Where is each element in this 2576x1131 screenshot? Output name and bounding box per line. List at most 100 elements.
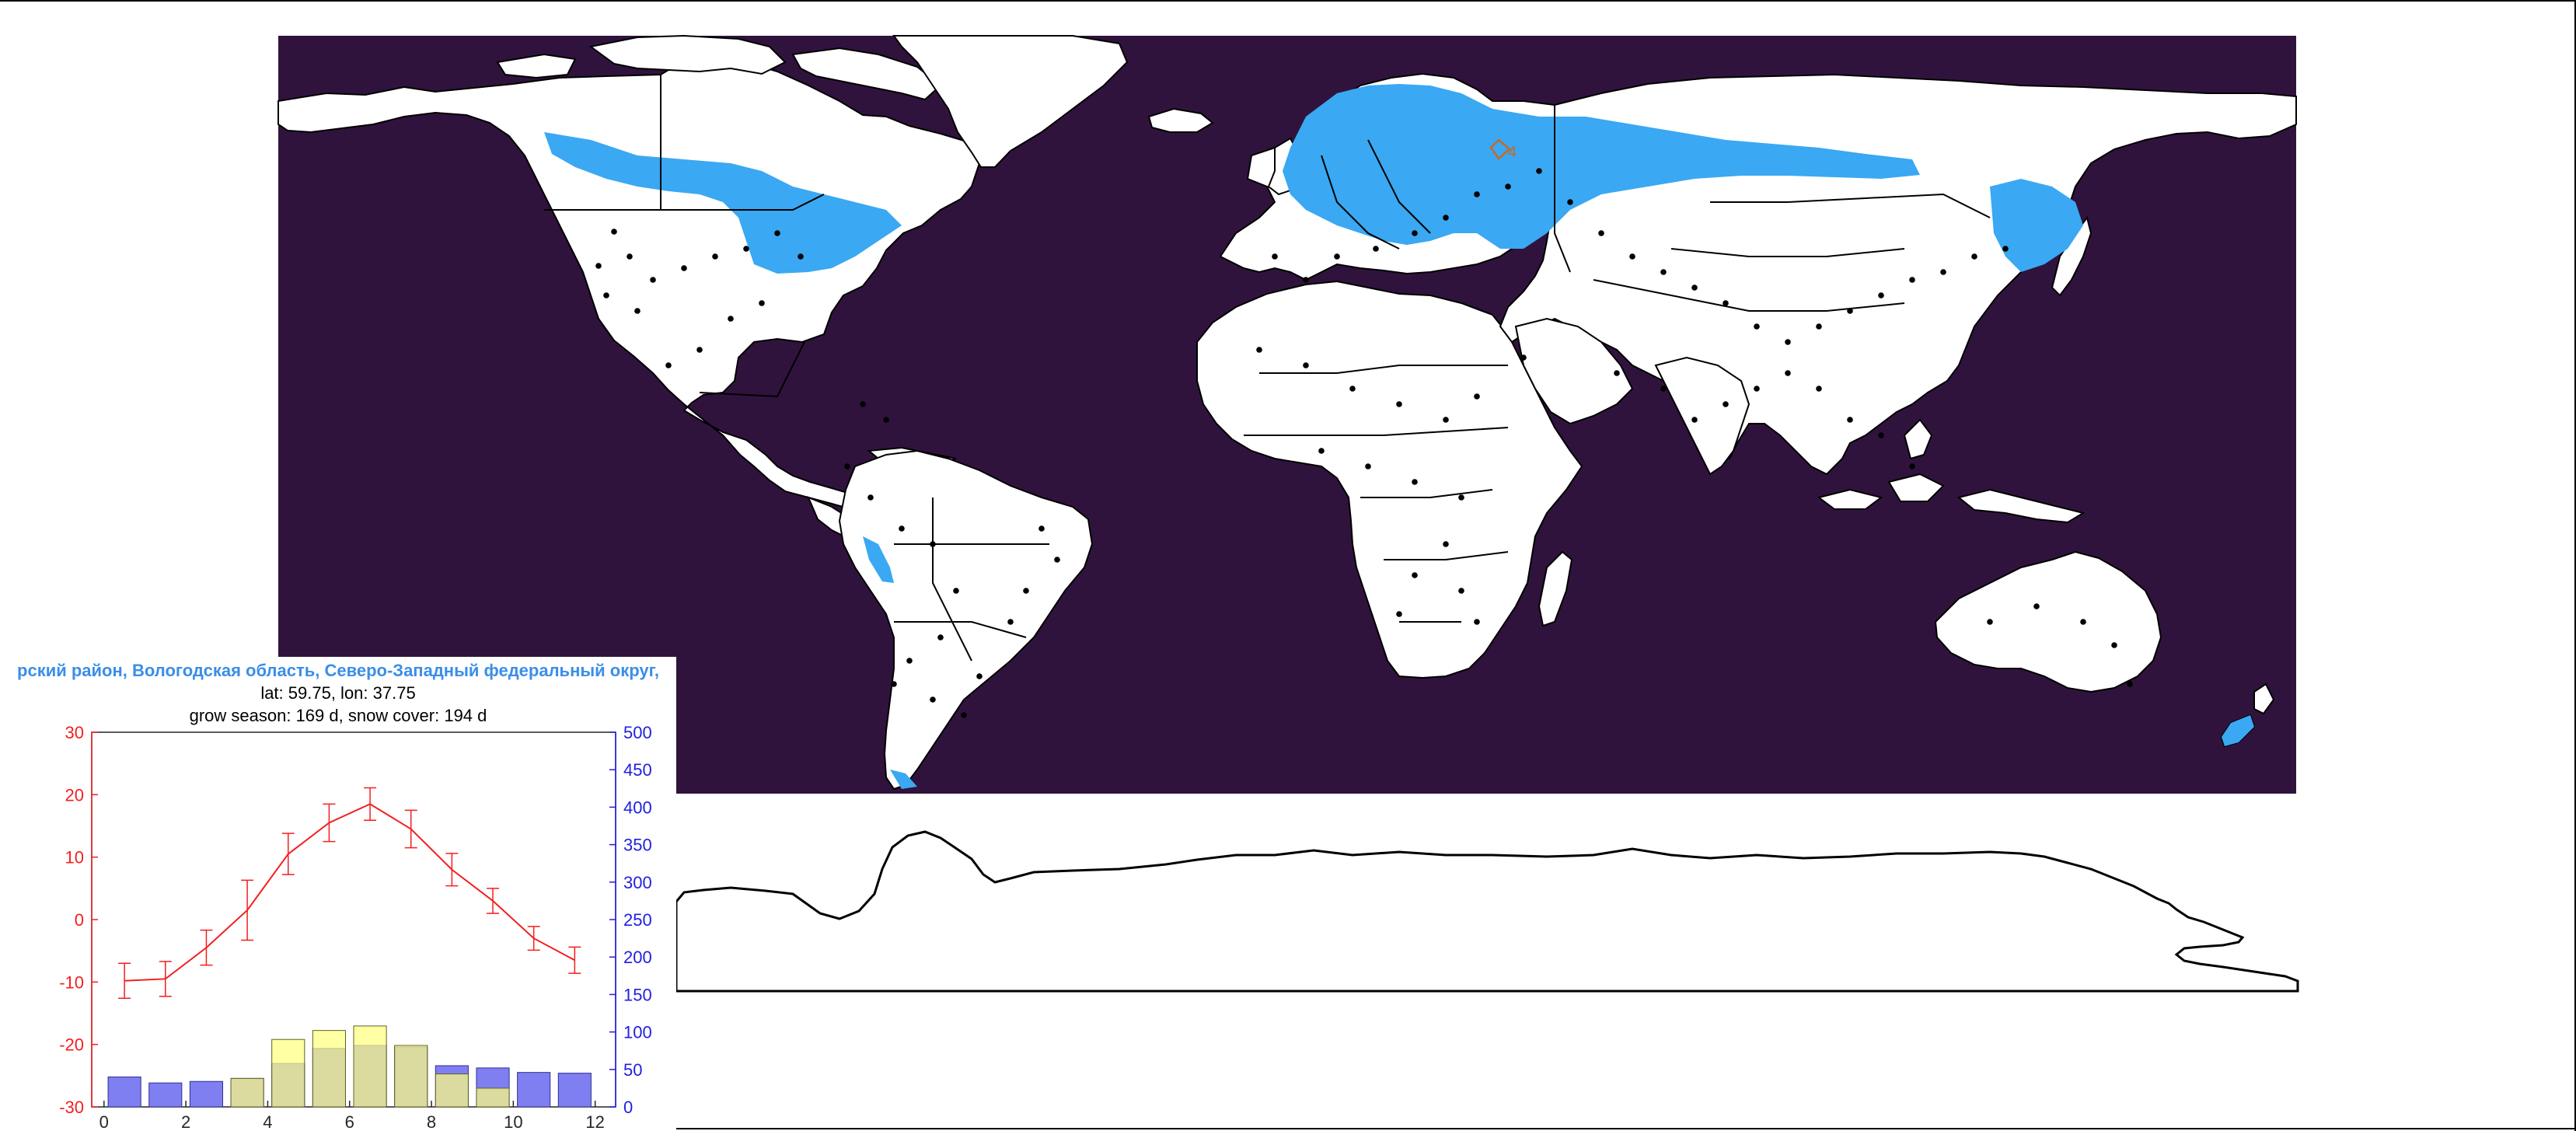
station-dot bbox=[1474, 191, 1480, 197]
station-dot bbox=[1396, 611, 1402, 617]
station-dot bbox=[611, 229, 617, 235]
station-dot bbox=[1373, 246, 1379, 252]
station-dot bbox=[1971, 253, 1977, 260]
station-dot bbox=[1598, 230, 1604, 236]
station-dot bbox=[1474, 393, 1480, 400]
station-dot bbox=[1443, 541, 1449, 547]
station-dot bbox=[774, 230, 780, 236]
month-tick-label: 8 bbox=[427, 1112, 436, 1131]
temperature-tick-label: 0 bbox=[75, 910, 84, 930]
station-dot bbox=[1505, 183, 1511, 190]
station-dot bbox=[867, 494, 874, 501]
station-dot bbox=[2033, 603, 2040, 609]
station-dot bbox=[1443, 215, 1449, 221]
precip-tick-label: 100 bbox=[623, 1023, 652, 1042]
station-dot bbox=[961, 712, 967, 718]
precip-tick-label: 250 bbox=[623, 910, 652, 930]
highlight-eurasia bbox=[1283, 84, 1920, 249]
station-dot bbox=[1629, 253, 1635, 260]
station-dot bbox=[2080, 619, 2086, 625]
station-dot bbox=[1723, 401, 1729, 407]
station-dot bbox=[1847, 308, 1853, 314]
station-dot bbox=[1691, 284, 1698, 291]
station-dot bbox=[860, 401, 866, 407]
precip-bar bbox=[189, 1080, 223, 1108]
temperature-error-bar bbox=[527, 926, 540, 951]
precip-tick-label: 300 bbox=[623, 873, 652, 892]
station-dot bbox=[1412, 230, 1418, 236]
station-dot bbox=[696, 347, 703, 353]
temperature-tick-label: -20 bbox=[59, 1035, 84, 1055]
temperature-tick-label: 20 bbox=[65, 785, 84, 805]
arctic-islands-land bbox=[496, 34, 942, 101]
temperature-tick-label: 10 bbox=[65, 848, 84, 867]
precip-tick-label: 450 bbox=[623, 760, 652, 780]
station-dot bbox=[1272, 253, 1278, 260]
station-markers bbox=[595, 168, 2133, 718]
station-dot bbox=[1318, 448, 1325, 454]
temperature-tick-label: -30 bbox=[59, 1098, 84, 1117]
month-tick-label: 6 bbox=[345, 1112, 354, 1131]
selected-location-marker[interactable]: 4 bbox=[1489, 138, 1517, 161]
station-dot bbox=[953, 588, 959, 594]
station-dot bbox=[650, 277, 656, 283]
precipitation-bars bbox=[107, 1025, 592, 1108]
station-dot bbox=[1754, 386, 1760, 392]
station-dot bbox=[930, 541, 936, 547]
precip-bar bbox=[557, 1073, 592, 1108]
world-map[interactable]: 4 bbox=[277, 34, 2299, 993]
station-dot bbox=[1785, 370, 1791, 376]
station-dot bbox=[1458, 588, 1464, 594]
station-dot bbox=[665, 362, 672, 368]
africa-land bbox=[1196, 280, 1583, 679]
climate-chart-panel: рский район, Вологодская область, Северо… bbox=[0, 657, 676, 1131]
diamond-marker-icon bbox=[1489, 138, 1511, 160]
month-tick-label: 0 bbox=[99, 1112, 109, 1131]
north-america-land bbox=[277, 53, 981, 510]
station-dot bbox=[1816, 323, 1822, 330]
temperature-error-bar bbox=[364, 787, 377, 822]
station-dot bbox=[627, 253, 633, 260]
precip-tick-label: 150 bbox=[623, 985, 652, 1004]
station-dot bbox=[2002, 246, 2009, 252]
station-dot bbox=[1443, 417, 1449, 423]
station-dot bbox=[1878, 432, 1884, 438]
station-dot bbox=[681, 265, 687, 271]
growing-precip-bar bbox=[435, 1073, 469, 1108]
precip-tick-label: 0 bbox=[623, 1098, 633, 1117]
station-dot bbox=[1909, 463, 1915, 470]
madagascar-land bbox=[1538, 550, 1573, 627]
station-dot bbox=[743, 246, 749, 252]
station-dot bbox=[891, 681, 897, 687]
precip-tick-label: 400 bbox=[623, 798, 652, 817]
precip-bar bbox=[107, 1076, 141, 1108]
precip-tick-label: 200 bbox=[623, 948, 652, 967]
temperature-error-bar bbox=[241, 879, 254, 941]
station-dot bbox=[1660, 386, 1667, 392]
growing-precip-bar bbox=[312, 1030, 346, 1108]
station-dot bbox=[1458, 494, 1464, 501]
station-dot bbox=[1723, 300, 1729, 306]
station-dot bbox=[844, 463, 850, 470]
location-title: рский район, Вологодская область, Северо… bbox=[17, 661, 659, 680]
station-dot bbox=[759, 300, 765, 306]
country-borders bbox=[544, 75, 1991, 661]
station-dot bbox=[1054, 557, 1060, 563]
station-dot bbox=[1660, 269, 1667, 275]
precip-tick-label: 350 bbox=[623, 836, 652, 855]
temperature-error-bar bbox=[200, 929, 213, 966]
temperature-error-bar bbox=[487, 888, 500, 914]
station-dot bbox=[1396, 401, 1402, 407]
station-dot bbox=[1334, 253, 1340, 260]
antarctica-land bbox=[675, 830, 2299, 993]
station-dot bbox=[1567, 199, 1573, 205]
station-dot bbox=[1614, 370, 1620, 376]
station-dot bbox=[937, 634, 944, 641]
temperature-tick-label: -10 bbox=[59, 972, 84, 992]
station-dot bbox=[1987, 619, 1993, 625]
temperature-axis: 30 20 10 0 -10 -20 -30 bbox=[59, 723, 98, 1117]
station-dot bbox=[1785, 339, 1791, 345]
station-dot bbox=[1536, 168, 1542, 174]
